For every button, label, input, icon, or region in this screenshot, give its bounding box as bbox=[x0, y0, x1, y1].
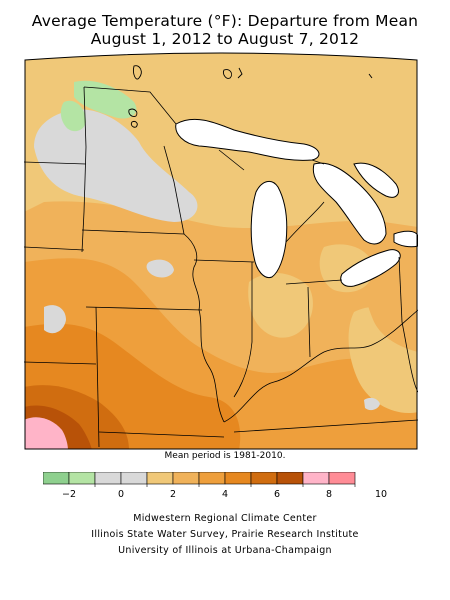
legend-tick-label: 0 bbox=[118, 489, 124, 500]
legend-swatch bbox=[146, 472, 174, 485]
legend-swatch bbox=[68, 472, 96, 485]
legend-tick-label: 10 bbox=[375, 489, 387, 500]
legend-swatch bbox=[94, 472, 122, 485]
legend-tick-label: 8 bbox=[326, 489, 332, 500]
legend-swatch bbox=[172, 472, 200, 485]
legend-swatch bbox=[224, 472, 252, 485]
credit-line-1: Midwestern Regional Climate Center bbox=[133, 513, 317, 524]
legend-tick-label: −2 bbox=[62, 489, 76, 500]
state-boundaries bbox=[24, 86, 418, 448]
legend-swatch bbox=[43, 472, 70, 485]
legend-swatch bbox=[120, 472, 148, 485]
legend-labels: −2 0 2 4 6 8 10 bbox=[62, 489, 387, 500]
lake-michigan bbox=[250, 180, 288, 279]
map-title-line2: August 1, 2012 to August 7, 2012 bbox=[90, 30, 360, 48]
legend-tick-label: 2 bbox=[170, 489, 176, 500]
legend-swatch bbox=[328, 472, 356, 485]
legend-swatch bbox=[250, 472, 278, 485]
legend-swatch bbox=[302, 472, 330, 485]
superior-islands bbox=[128, 65, 373, 128]
map-title-line1: Average Temperature (°F): Departure from… bbox=[31, 12, 419, 30]
temperature-departure-map bbox=[24, 52, 418, 450]
legend-swatch bbox=[198, 472, 226, 485]
lake-erie bbox=[340, 249, 401, 287]
legend-tick-label: 4 bbox=[222, 489, 228, 500]
legend-tick-label: 6 bbox=[274, 489, 280, 500]
legend-swatches bbox=[43, 472, 356, 487]
mean-period-note: Mean period is 1981-2010. bbox=[164, 451, 286, 461]
lake-huron bbox=[312, 162, 387, 245]
credit-line-3: University of Illinois at Urbana-Champai… bbox=[118, 545, 332, 556]
credit-line-2: Illinois State Water Survey, Prairie Res… bbox=[91, 529, 359, 540]
map-fill bbox=[25, 53, 417, 449]
legend-swatch bbox=[276, 472, 304, 485]
color-legend: −2 0 2 4 6 8 10 bbox=[43, 472, 387, 500]
great-lakes bbox=[175, 118, 418, 287]
